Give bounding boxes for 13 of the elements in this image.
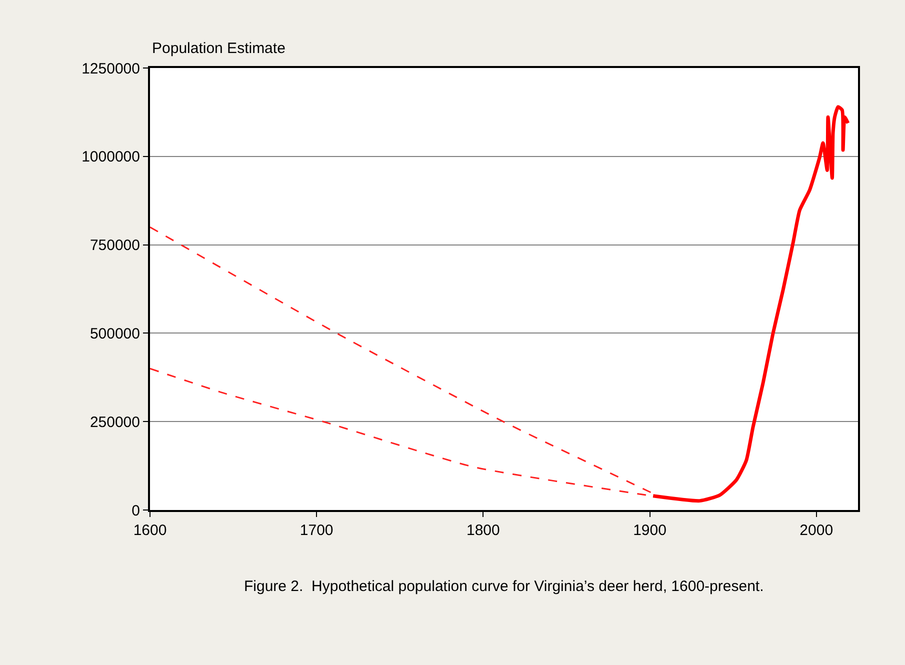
y-tick-label: 250000: [90, 414, 140, 431]
x-tick-label: 1800: [466, 522, 500, 539]
x-tick-label: 2000: [800, 522, 834, 539]
y-axis-title: Population Estimate: [152, 40, 286, 57]
y-tick-label: 0: [132, 502, 140, 520]
y-tick-label: 1250000: [82, 60, 140, 78]
x-tick-label: 1900: [633, 522, 666, 539]
x-tick-label: 1600: [133, 522, 167, 539]
y-tick-label: 500000: [90, 325, 140, 342]
y-tick-label: 1000000: [82, 148, 140, 166]
y-tick-label: 750000: [90, 237, 140, 254]
caption: Figure 2. Hypothetical population curve for Virginia’s deer herd, 1600-present.: [244, 578, 764, 595]
x-tick-label: 1700: [300, 522, 334, 539]
